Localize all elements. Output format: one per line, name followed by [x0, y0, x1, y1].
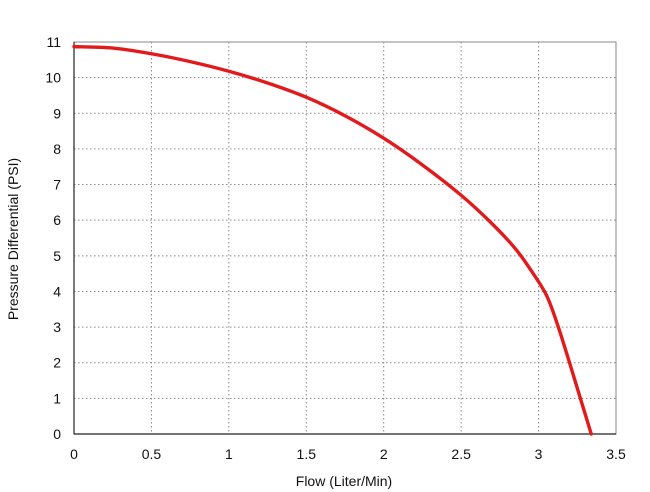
- y-tick-label: 9: [53, 105, 61, 121]
- y-tick-label: 8: [53, 141, 61, 157]
- axes: [73, 42, 616, 435]
- y-tick-label: 6: [53, 212, 61, 228]
- y-tick-label: 11: [46, 34, 61, 50]
- x-tick-label: 3: [535, 446, 543, 462]
- y-tick-labels: 0 1 2 3 4 5 6 7 8 9 10 11: [45, 34, 61, 442]
- y-tick-label: 10: [45, 70, 61, 86]
- x-tick-label: 1: [225, 446, 233, 462]
- x-tick-labels: 0 0.5 1 1.5 2 2.5 3 3.5: [70, 446, 626, 462]
- plot-frame: [73, 41, 617, 435]
- y-tick-label: 1: [53, 390, 61, 406]
- x-tick-label: 0: [70, 446, 78, 462]
- y-tick-label: 3: [53, 319, 61, 335]
- y-tick-label: 2: [53, 355, 61, 371]
- y-axis-title: Pressure Differential (PSI): [5, 158, 21, 320]
- x-tick-label: 2: [380, 446, 388, 462]
- series: [72, 44, 593, 436]
- y-tick-label: 7: [53, 177, 61, 193]
- x-tick-label: 0.5: [142, 446, 162, 462]
- series-line: [72, 44, 593, 436]
- y-tick-label: 4: [53, 283, 61, 299]
- x-tick-label: 1.5: [297, 446, 317, 462]
- x-tick-label: 2.5: [451, 446, 471, 462]
- y-tick-label: 5: [53, 248, 61, 264]
- x-tick-label: 3.5: [606, 446, 626, 462]
- x-axis-title: Flow (Liter/Min): [296, 473, 392, 489]
- grid: [74, 42, 616, 434]
- y-tick-label: 0: [53, 426, 61, 442]
